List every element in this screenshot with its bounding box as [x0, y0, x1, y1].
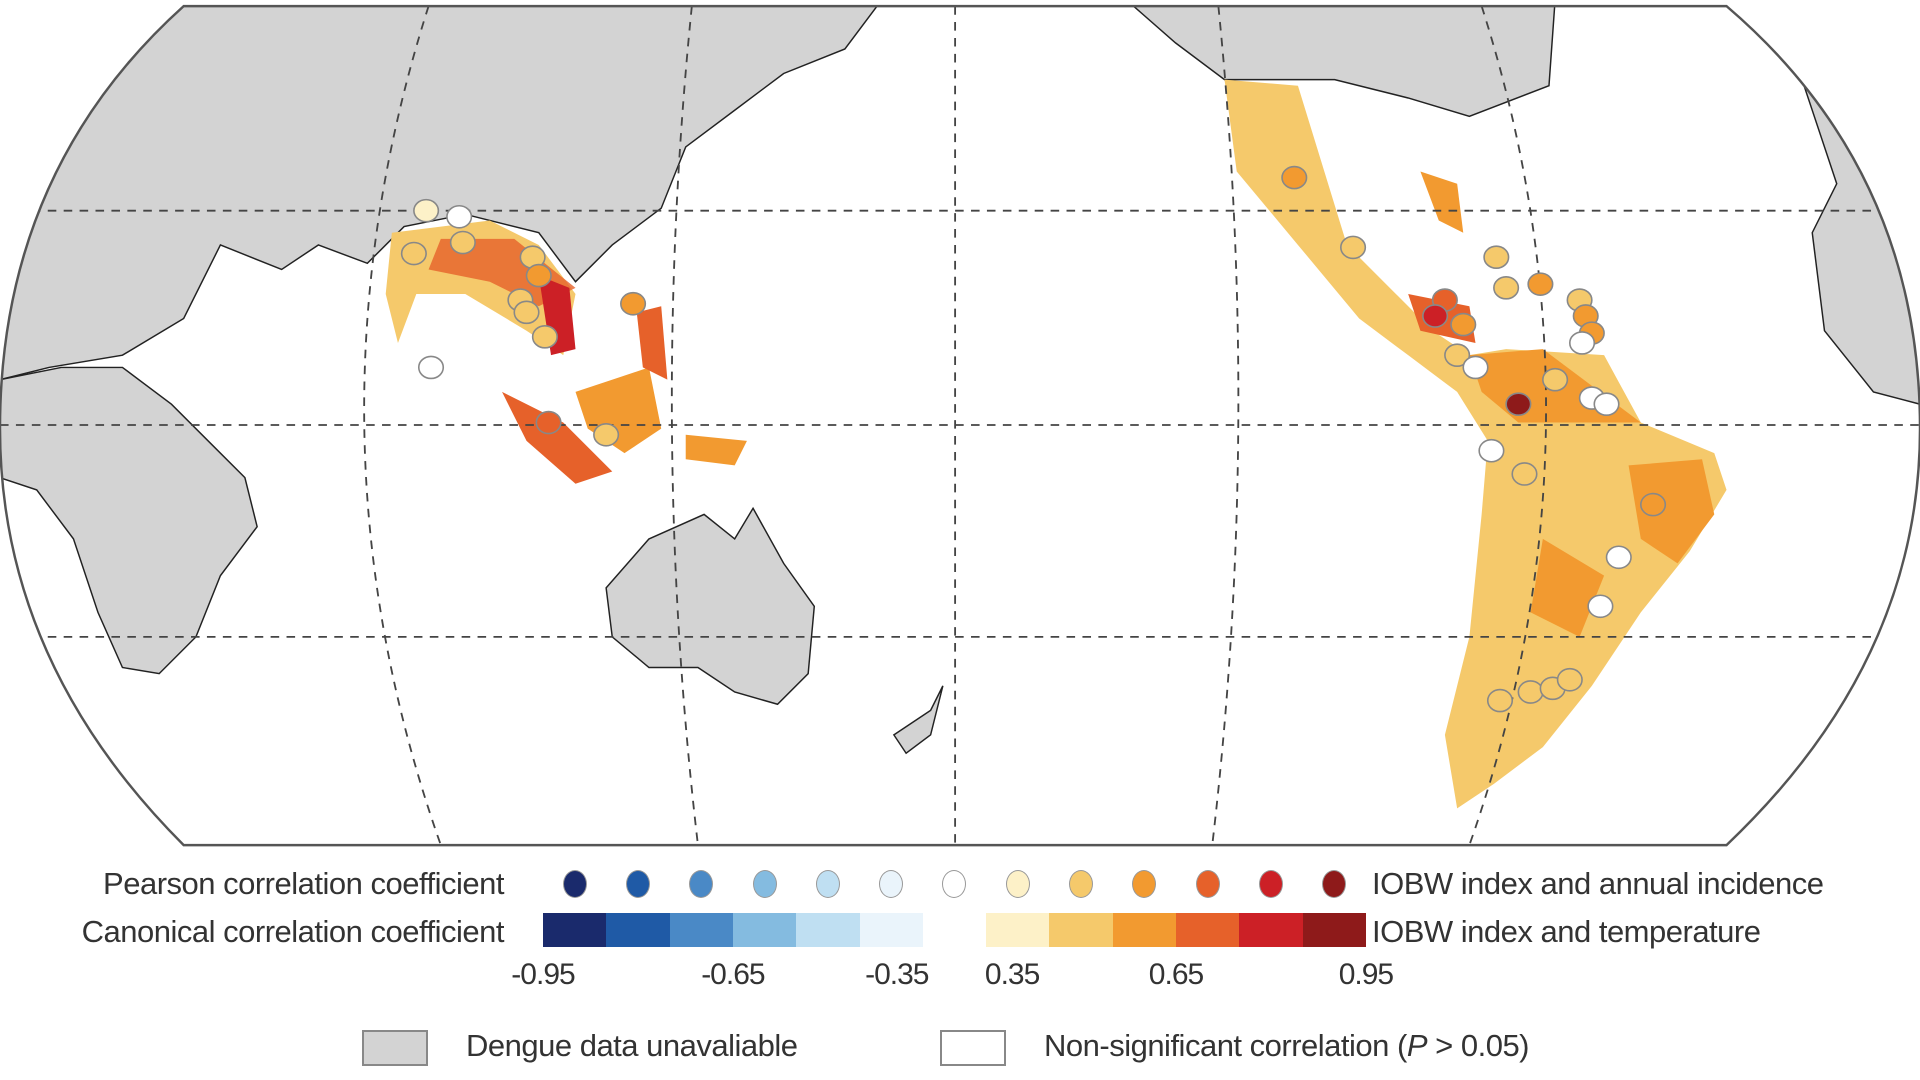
site-marker [525, 263, 552, 288]
site-marker [1340, 235, 1367, 260]
north-america [1124, 6, 1556, 118]
pearson-desc: IOBW index and annual incidence [1372, 866, 1824, 901]
site-marker [531, 324, 558, 349]
canonical-label: Canonical correlation coefficient [81, 914, 505, 949]
sites [400, 165, 1667, 713]
colorbar-cell-5 [859, 913, 924, 947]
colorbar-cell-0 [543, 913, 607, 947]
site-marker [1462, 355, 1489, 380]
site-marker [620, 291, 647, 316]
colorbar-tick: -0.65 [701, 958, 765, 991]
colorbar-cell-6 [922, 913, 987, 947]
graticule [0, 6, 1920, 846]
nonsig-swatch [940, 1030, 1006, 1066]
pearson-dot-12 [1322, 870, 1347, 898]
unavailable-swatch [362, 1030, 428, 1066]
site-marker [1493, 276, 1520, 300]
europe-africa-east [1737, 6, 1920, 406]
site-marker [1505, 392, 1532, 416]
site-marker [1422, 304, 1449, 328]
site-marker [1587, 594, 1614, 619]
pearson-dot-6 [942, 870, 967, 898]
site-marker [1556, 667, 1583, 692]
colorbar-cell-12 [1302, 913, 1367, 947]
site-marker [1542, 367, 1569, 392]
site-marker [413, 198, 440, 223]
site-marker [1640, 492, 1667, 517]
site-marker [1478, 438, 1505, 463]
site-marker [1527, 272, 1554, 296]
australia [605, 506, 816, 706]
canonical-desc: IOBW index and temperature [1372, 914, 1761, 949]
land-unavailable [0, 6, 1920, 755]
colorbar-cell-3 [732, 913, 797, 947]
pearson-dot-9 [1132, 870, 1157, 898]
colorbar-cell-9 [1112, 913, 1177, 947]
site-marker [1517, 680, 1544, 704]
site-marker [449, 230, 476, 255]
pearson-dot-3 [752, 870, 777, 898]
pearson-dot-8 [1069, 870, 1094, 898]
pearson-dot-0 [562, 870, 587, 898]
pearson-dot-2 [689, 870, 714, 898]
nz [892, 685, 944, 755]
colorbar-cell-10 [1176, 913, 1240, 947]
site-marker [417, 355, 445, 380]
site-marker [513, 300, 540, 325]
site-marker [1486, 688, 1514, 713]
pearson-dot-10 [1195, 870, 1220, 898]
site-marker [1593, 392, 1620, 416]
site-marker [400, 241, 427, 266]
pearson-dot-7 [1005, 870, 1030, 898]
site-marker [1511, 462, 1538, 486]
colorbar-cell-7 [986, 913, 1050, 947]
colorbar-cell-2 [669, 913, 734, 947]
pearson-dot-1 [625, 870, 650, 898]
site-marker [535, 410, 562, 435]
unavailable-label: Dengue data unavaliable [466, 1028, 798, 1063]
colorbar-tick: 0.95 [1338, 958, 1394, 991]
colorbar-cell-1 [606, 913, 671, 947]
colorbar-tick: 0.35 [984, 958, 1040, 991]
colorbar-tick: -0.35 [865, 958, 929, 991]
colorbar-cell-4 [796, 913, 860, 947]
site-marker [1450, 312, 1477, 337]
africa [0, 366, 258, 675]
site-marker [1444, 343, 1471, 368]
pearson-dot-11 [1258, 870, 1283, 898]
site-marker [1569, 331, 1596, 355]
nonsig-label: Non-significant correlation (P > 0.05) [1044, 1028, 1530, 1063]
pearson-dot-4 [815, 870, 840, 898]
site-marker [1605, 545, 1632, 570]
site-marker [1483, 245, 1510, 270]
world-map [0, 4, 1920, 847]
site-marker [1281, 165, 1308, 190]
colorbar-cell-8 [1049, 913, 1114, 947]
colorbar-tick: 0.65 [1148, 958, 1204, 991]
pearson-dot-5 [879, 870, 904, 898]
pearson-label: Pearson correlation coefficient [103, 866, 504, 901]
site-marker [593, 422, 620, 447]
site-marker [446, 204, 473, 229]
colorbar-tick: -0.95 [511, 958, 575, 991]
colorbar-cell-11 [1239, 913, 1304, 947]
